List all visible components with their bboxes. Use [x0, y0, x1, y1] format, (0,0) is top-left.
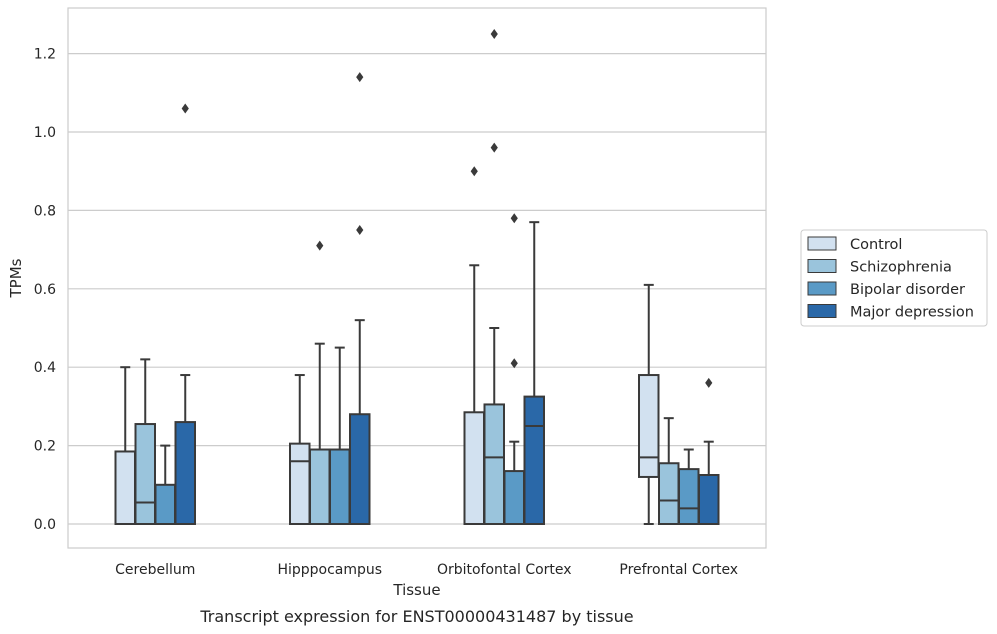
x-tick-label: Cerebellum: [115, 562, 195, 578]
box-iqr: [329, 448, 351, 525]
legend: Control Schizophrenia Bipolar disorder Majo…: [800, 229, 988, 327]
x-tick-label: Orbitofontal Cortex: [437, 562, 572, 578]
legend-swatch: [807, 259, 837, 273]
chart-caption: Transcript expression for ENST0000043148…: [199, 607, 633, 626]
gridlines: [68, 52, 766, 525]
box-iqr: [154, 483, 176, 525]
y-tick-label: 0.4: [34, 360, 56, 376]
outlier-point: [490, 142, 498, 153]
boxes: [114, 29, 720, 526]
box-group: [503, 213, 525, 525]
outlier-point: [316, 240, 324, 251]
box-group: [134, 358, 156, 526]
box-iqr: [463, 411, 485, 525]
legend-entry: Schizophrenia: [850, 260, 952, 276]
legend-frame: [800, 229, 988, 327]
y-tick-label: 1.2: [34, 47, 56, 63]
box-group: [523, 221, 545, 526]
box-iqr: [114, 450, 136, 526]
legend-entry: Control: [850, 237, 902, 253]
box-iqr: [289, 442, 311, 526]
outlier-point: [470, 166, 478, 177]
box-iqr: [658, 462, 680, 525]
outlier-point: [705, 377, 713, 388]
y-tick-label: 1.0: [34, 125, 56, 141]
box-group: [483, 29, 505, 525]
box-group: [698, 377, 720, 525]
box-iqr: [678, 468, 700, 525]
box-group: [154, 444, 176, 525]
y-tick-label: 0.2: [34, 439, 56, 455]
x-axis-ticks: Cerebellum Hipppocampus Orbitofontal Corte…: [115, 562, 738, 578]
outlier-point: [356, 225, 364, 235]
y-tick-label: 0.6: [34, 282, 56, 298]
y-tick-label: 0.0: [34, 517, 56, 533]
box-iqr: [174, 421, 196, 525]
box-group: [463, 166, 485, 525]
outlier-point: [490, 29, 498, 39]
y-tick-label: 0.8: [34, 203, 56, 219]
box-iqr: [523, 395, 545, 526]
y-axis-label: TPMs: [7, 258, 25, 298]
box-group: [638, 283, 660, 525]
box-group: [658, 417, 680, 525]
outlier-point: [510, 213, 518, 224]
legend-entry: Major depression: [850, 305, 974, 321]
box-iqr: [503, 470, 525, 525]
box-iqr: [309, 448, 331, 525]
box-group: [329, 346, 351, 525]
outlier-point: [181, 103, 189, 114]
outlier-point: [356, 72, 364, 83]
outlier-point: [510, 358, 518, 369]
box-iqr: [349, 413, 371, 525]
y-axis-ticks: 0.0 0.2 0.4 0.6 0.8 1.0 1.2: [34, 47, 56, 533]
box-group: [678, 448, 700, 525]
legend-swatch: [807, 236, 837, 251]
box-iqr: [638, 374, 660, 478]
x-tick-label: Prefrontal Cortex: [619, 562, 738, 578]
box-group: [349, 72, 371, 525]
x-tick-label: Hipppocampus: [277, 562, 382, 578]
legend-swatch: [807, 281, 837, 296]
legend-swatch: [807, 304, 837, 318]
x-axis-label: Tissue: [392, 581, 440, 599]
box-iqr: [483, 403, 505, 525]
box-group: [289, 374, 311, 526]
box-iqr: [698, 474, 720, 525]
box-iqr: [134, 423, 156, 526]
legend-entry: Bipolar disorder: [850, 282, 965, 298]
plot-frame: [67, 7, 767, 549]
box-group: [309, 240, 331, 525]
box-group: [174, 103, 196, 525]
